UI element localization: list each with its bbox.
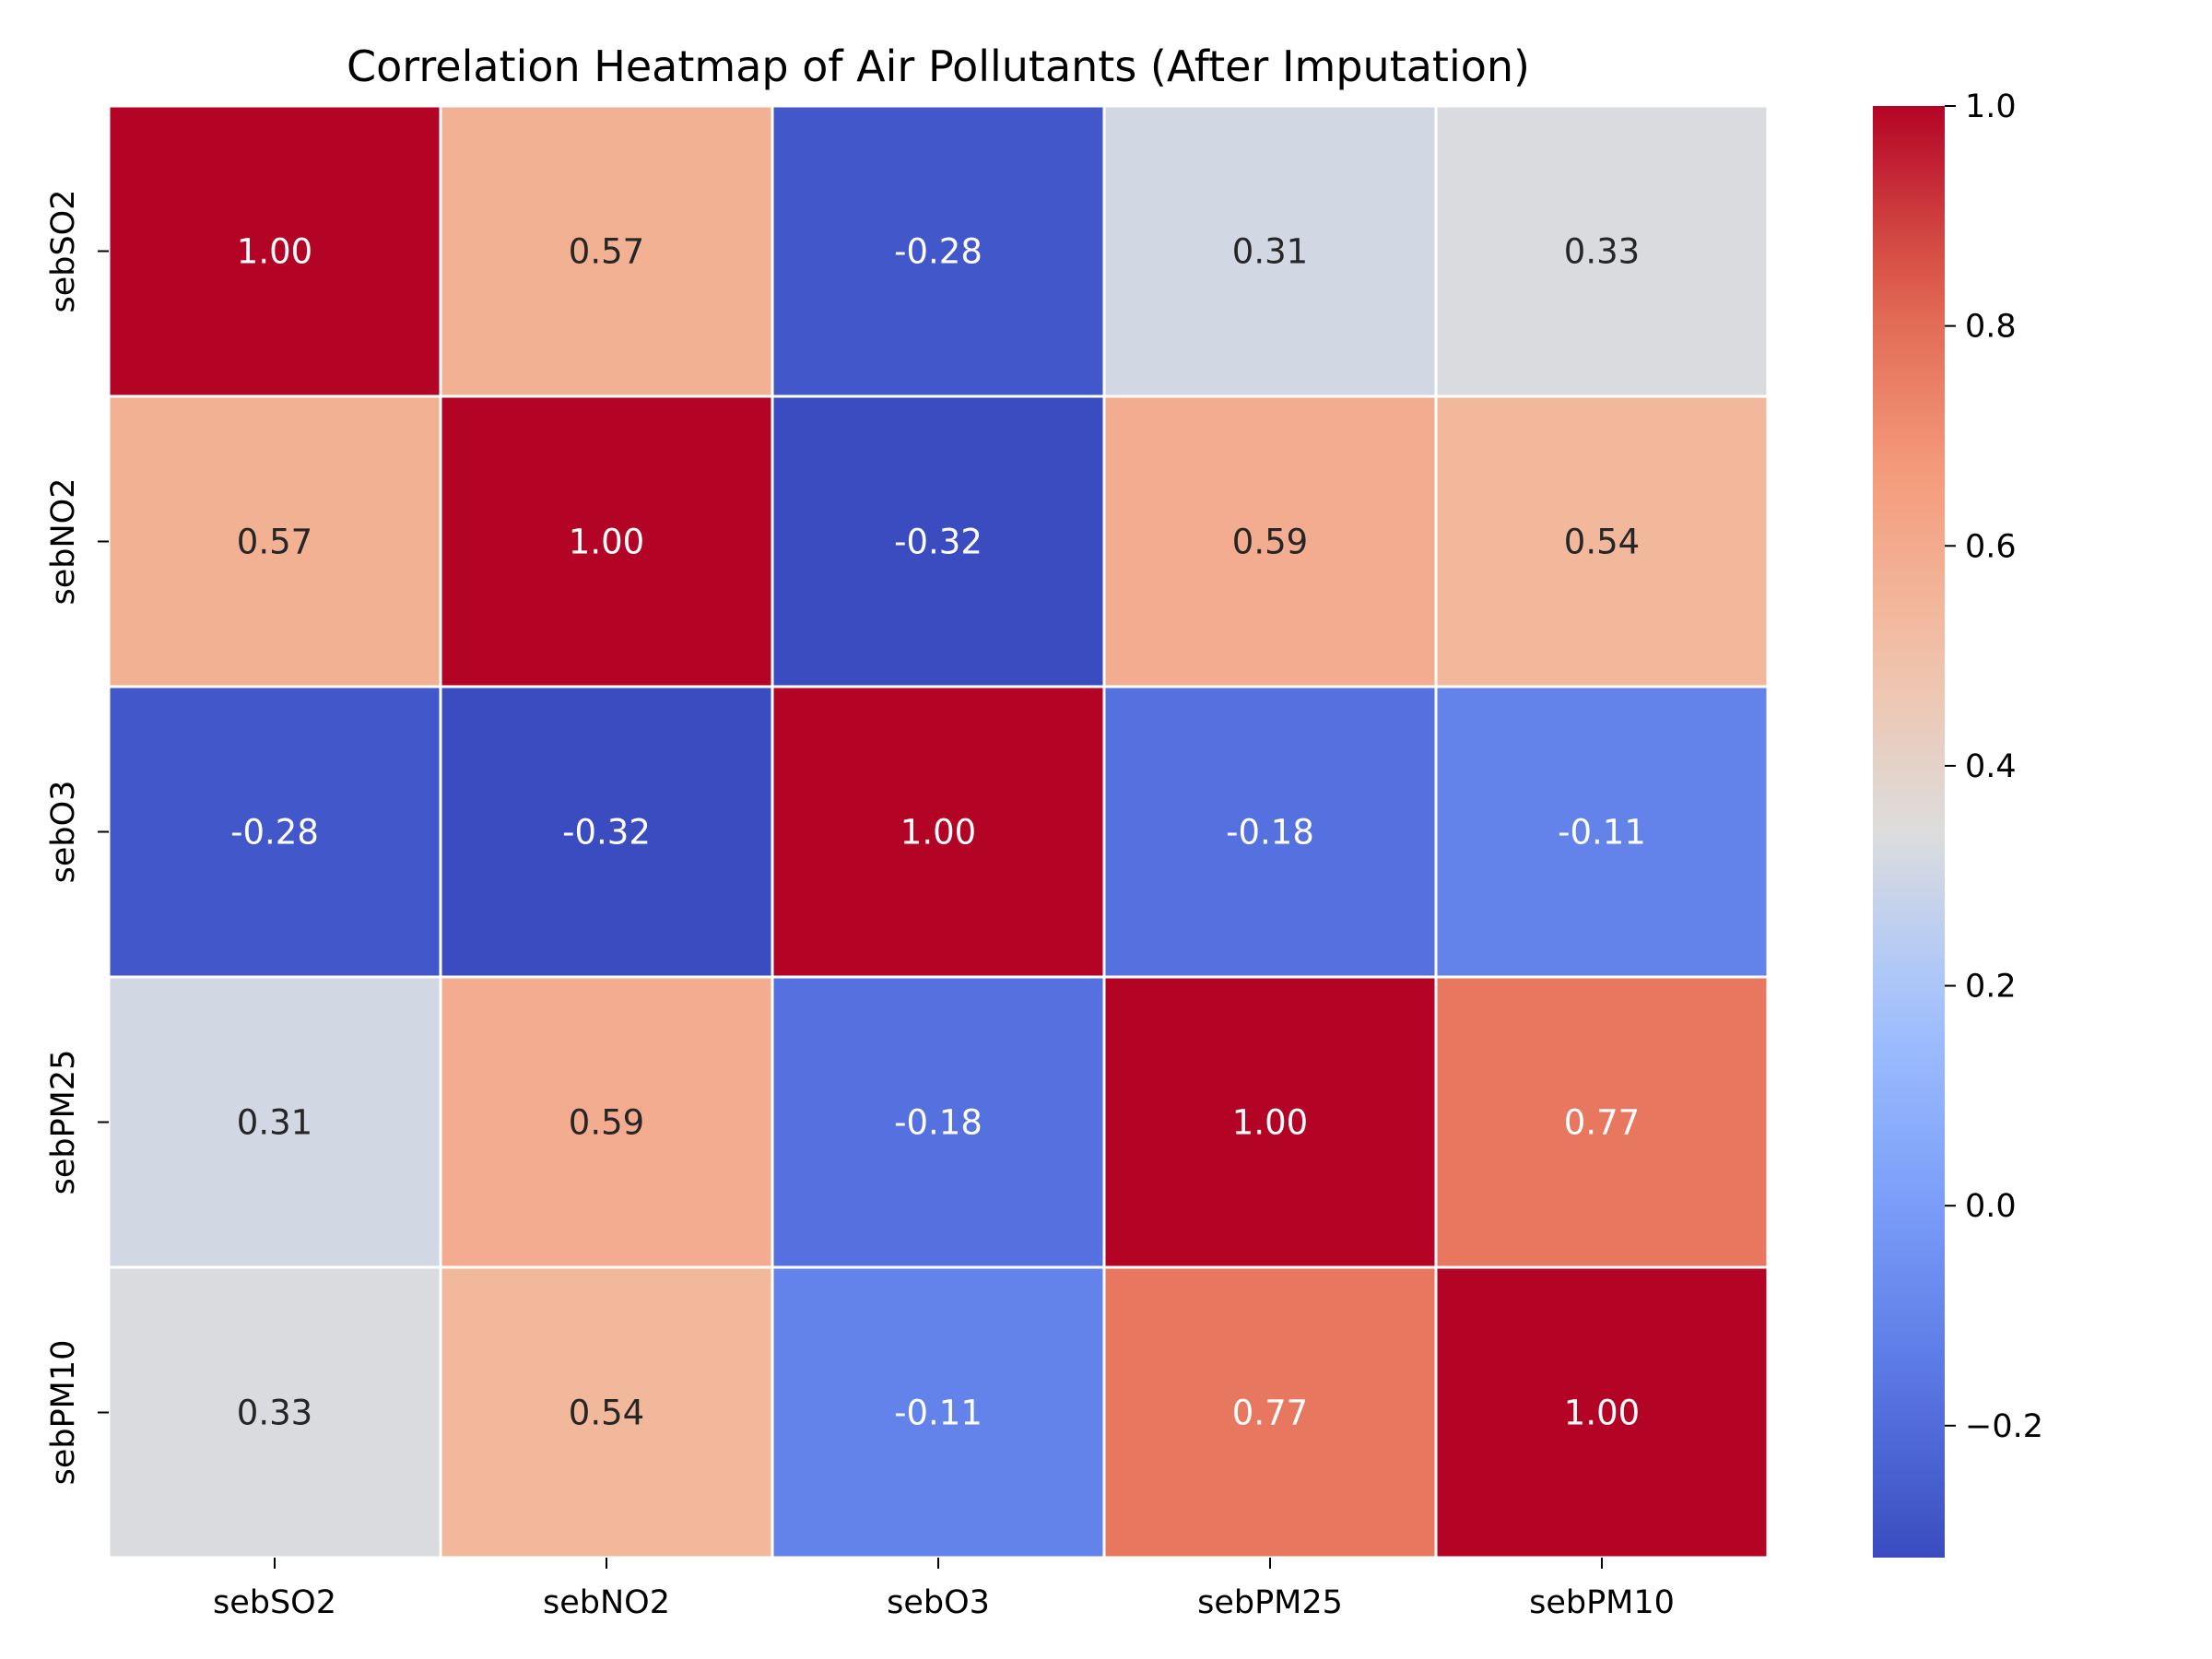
cell-label-0-0: 1.00 bbox=[237, 232, 312, 272]
heatmap-cell-4-4 bbox=[1434, 1265, 1770, 1559]
cell-label-1-1: 1.00 bbox=[569, 523, 644, 562]
heatmap-cell-2-4 bbox=[1434, 685, 1770, 979]
x-tick-label-0: sebSO2 bbox=[213, 1584, 336, 1621]
cell-label-2-1: -0.32 bbox=[562, 813, 651, 853]
heatmap-cell-4-2 bbox=[771, 1265, 1106, 1559]
colorbar-tick-label-2: 0.2 bbox=[1965, 969, 2017, 1006]
heatmap-cell-0-2 bbox=[771, 104, 1106, 398]
cell-label-3-4: 0.77 bbox=[1564, 1103, 1640, 1143]
cell-label-4-0: 0.33 bbox=[237, 1394, 312, 1433]
heatmap-cell-3-2 bbox=[771, 975, 1106, 1269]
cell-label-2-2: 1.00 bbox=[900, 813, 976, 853]
cell-label-0-4: 0.33 bbox=[1564, 232, 1640, 272]
cell-label-2-0: -0.28 bbox=[230, 813, 319, 853]
cell-label-2-4: -0.11 bbox=[1558, 813, 1646, 853]
x-tick-label-4: sebPM10 bbox=[1529, 1584, 1675, 1621]
heatmap-cell-3-3 bbox=[1102, 975, 1438, 1269]
heatmap-cell-2-2 bbox=[771, 685, 1106, 979]
heatmap-cell-2-1 bbox=[439, 685, 774, 979]
cell-label-1-4: 0.54 bbox=[1564, 523, 1640, 562]
heatmap-cell-0-1 bbox=[439, 104, 774, 398]
y-tick-label-0: sebSO2 bbox=[45, 189, 82, 312]
x-tick-label-3: sebPM25 bbox=[1197, 1584, 1343, 1621]
cell-label-4-1: 0.54 bbox=[569, 1394, 644, 1433]
y-tick-label-2: sebO3 bbox=[45, 781, 82, 884]
cell-value-labels: 1.00 0.57 -0.28 0.31 0.33 0.57 1.00 -0.32 0.59 0.… bbox=[230, 232, 1646, 1433]
colorbar-gradient bbox=[1873, 106, 1945, 1558]
colorbar-tick-label-0: −0.2 bbox=[1965, 1408, 2043, 1445]
cell-label-0-3: 0.31 bbox=[1232, 232, 1308, 272]
cell-label-0-1: 0.57 bbox=[569, 232, 644, 272]
heatmap-cell-3-4 bbox=[1434, 975, 1770, 1269]
cell-label-4-2: -0.11 bbox=[894, 1394, 982, 1433]
y-tick-label-3: sebPM25 bbox=[45, 1050, 82, 1195]
cell-label-0-2: -0.28 bbox=[894, 232, 982, 272]
cell-label-2-3: -0.18 bbox=[1226, 813, 1314, 853]
heatmap-cell-1-3 bbox=[1102, 394, 1438, 688]
colorbar-tick-label-4: 0.6 bbox=[1965, 528, 2017, 565]
y-axis: sebSO2 sebNO2 sebO3 sebPM25 sebPM10 bbox=[45, 189, 109, 1485]
colorbar: −0.2 0.0 0.2 0.4 0.6 0.8 1.0 bbox=[1873, 88, 2043, 1558]
heatmap-cell-1-4 bbox=[1434, 394, 1770, 688]
heatmap-cell-2-3 bbox=[1102, 685, 1438, 979]
heatmap-cell-0-0 bbox=[107, 104, 442, 398]
heatmap-cell-4-1 bbox=[439, 1265, 774, 1559]
cell-label-4-3: 0.77 bbox=[1232, 1394, 1308, 1433]
heatmap-cell-4-0 bbox=[107, 1265, 442, 1559]
cell-label-3-3: 1.00 bbox=[1232, 1103, 1308, 1143]
x-axis: sebSO2 sebNO2 sebO3 sebPM25 sebPM10 bbox=[213, 1558, 1675, 1621]
y-tick-label-4: sebPM10 bbox=[45, 1340, 82, 1486]
heatmap-cells bbox=[107, 104, 1770, 1559]
cell-label-3-2: -0.18 bbox=[894, 1103, 982, 1143]
heatmap-cell-1-2 bbox=[771, 394, 1106, 688]
heatmap-cell-3-1 bbox=[439, 975, 774, 1269]
chart-title: Correlation Heatmap of Air Pollutants (A… bbox=[347, 41, 1530, 91]
x-tick-label-1: sebNO2 bbox=[543, 1584, 670, 1621]
heatmap-cell-0-3 bbox=[1102, 104, 1438, 398]
heatmap-cell-1-1 bbox=[439, 394, 774, 688]
heatmap-cell-4-3 bbox=[1102, 1265, 1438, 1559]
cell-label-1-3: 0.59 bbox=[1232, 523, 1308, 562]
colorbar-tick-label-5: 0.8 bbox=[1965, 309, 2017, 346]
heatmap-cell-3-0 bbox=[107, 975, 442, 1269]
cell-label-3-1: 0.59 bbox=[569, 1103, 644, 1143]
cell-label-1-0: 0.57 bbox=[237, 523, 312, 562]
colorbar-tick-label-1: 0.0 bbox=[1965, 1188, 2017, 1225]
x-tick-label-2: sebO3 bbox=[887, 1584, 990, 1621]
cell-label-4-4: 1.00 bbox=[1564, 1394, 1640, 1433]
y-tick-label-1: sebNO2 bbox=[45, 478, 82, 606]
colorbar-tick-label-6: 1.0 bbox=[1965, 88, 2017, 125]
cell-label-1-2: -0.32 bbox=[894, 523, 982, 562]
cell-label-3-0: 0.31 bbox=[237, 1103, 312, 1143]
colorbar-tick-label-3: 0.4 bbox=[1965, 748, 2017, 785]
